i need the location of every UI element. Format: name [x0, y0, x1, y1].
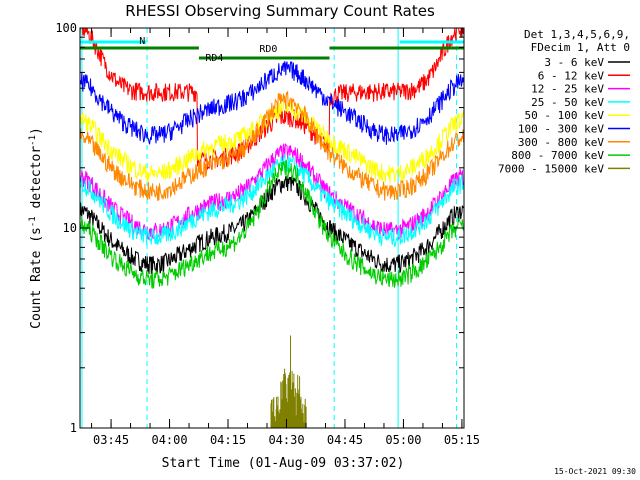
plot-area [80, 28, 464, 428]
legend-entry-label: 3 - 6 keV [544, 56, 604, 69]
y-tick-label: 1 [70, 421, 77, 435]
legend-entry-label: 300 - 800 keV [518, 136, 604, 149]
y-axis-label: Count Rate (s-1 detector-1) [28, 127, 44, 329]
legend-entry-label: 100 - 300 keV [518, 123, 604, 136]
x-axis-label: Start Time (01-Aug-09 03:37:02) [162, 456, 405, 471]
y-tick-label: 100 [55, 21, 77, 35]
y-tick-label: 10 [63, 221, 77, 235]
legend-entry-label: 7000 - 15000 keV [498, 162, 604, 175]
legend-entry-label: 12 - 25 keV [531, 83, 604, 96]
series-line-1 [80, 174, 464, 275]
x-tick-label: 05:15 [444, 433, 480, 447]
legend-entry-label: 800 - 7000 keV [511, 149, 604, 162]
series-line-4 [80, 152, 464, 248]
chart-title: RHESSI Observing Summary Count Rates [125, 2, 435, 20]
series-line-2 [80, 28, 464, 171]
annotation-label-rd4: RD4 [205, 53, 223, 64]
legend-entry-label: 25 - 50 keV [531, 96, 604, 109]
x-tick-label: 03:45 [93, 433, 129, 447]
x-tick-label: 04:15 [210, 433, 246, 447]
legend-entry-label: 6 - 12 keV [538, 69, 605, 82]
x-tick-label: 04:30 [268, 433, 304, 447]
x-tick-label: 04:45 [327, 433, 363, 447]
annotation-label-n: N [139, 36, 145, 47]
series-line-8 [80, 159, 464, 290]
legend-header-detectors: Det 1,3,4,5,6,9, [524, 28, 630, 41]
footer-timestamp: 15-Oct-2021 09:30 [554, 467, 636, 476]
annotation-label-rd0: RD0 [259, 44, 277, 55]
x-tick-label: 04:00 [151, 433, 187, 447]
legend-entry-label: 50 - 100 keV [525, 109, 605, 122]
x-tick-label: 05:00 [385, 433, 421, 447]
series-line-6 [80, 61, 464, 145]
series-line-7 [80, 91, 464, 202]
legend-header-fdecim: FDecim 1, Att 0 [531, 41, 630, 54]
